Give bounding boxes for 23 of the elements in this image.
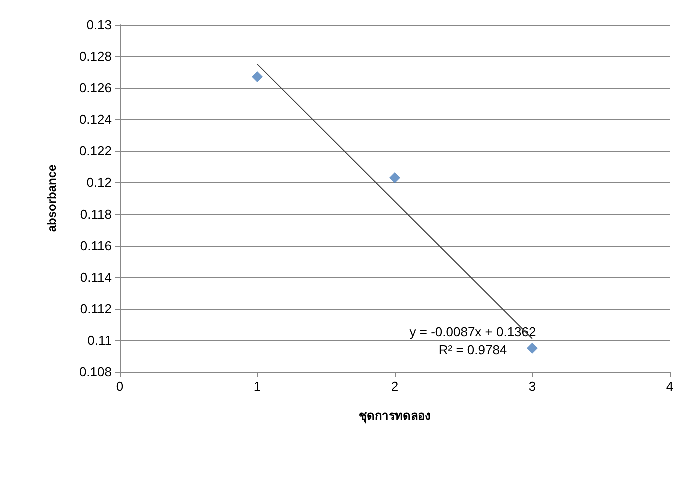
x-tick-label: 2 [391,379,399,394]
y-tick-label: 0.12 [86,175,112,190]
x-tick-label: 4 [666,379,674,394]
y-tick-label: 0.122 [79,144,112,159]
x-tick-label: 3 [528,379,536,394]
y-tick-label: 0.11 [88,332,112,348]
y-tick-label: 0.118 [80,206,112,222]
y-tick-label: 0.112 [80,301,112,316]
point [390,172,400,184]
y-tick-label: 0.128 [79,49,112,64]
y-tick-label: 0.124 [79,112,112,128]
x-tick-label: 1 [254,379,262,394]
x-axis-title: ชุดการทดลอง [359,409,431,424]
y-tick-label: 0.114 [80,270,112,285]
point [527,342,538,354]
y-tick-label: 0.13 [86,18,112,32]
y-tick-label: 0.116 [80,238,112,254]
point [252,72,263,83]
y-axis-title: absorbance [45,164,59,232]
y-tick-label: 0.108 [79,364,112,380]
x-tick-label: 0 [116,379,124,394]
y-tick-label: 0.126 [79,80,112,96]
annotation: R² = 0.9784 [438,342,508,358]
